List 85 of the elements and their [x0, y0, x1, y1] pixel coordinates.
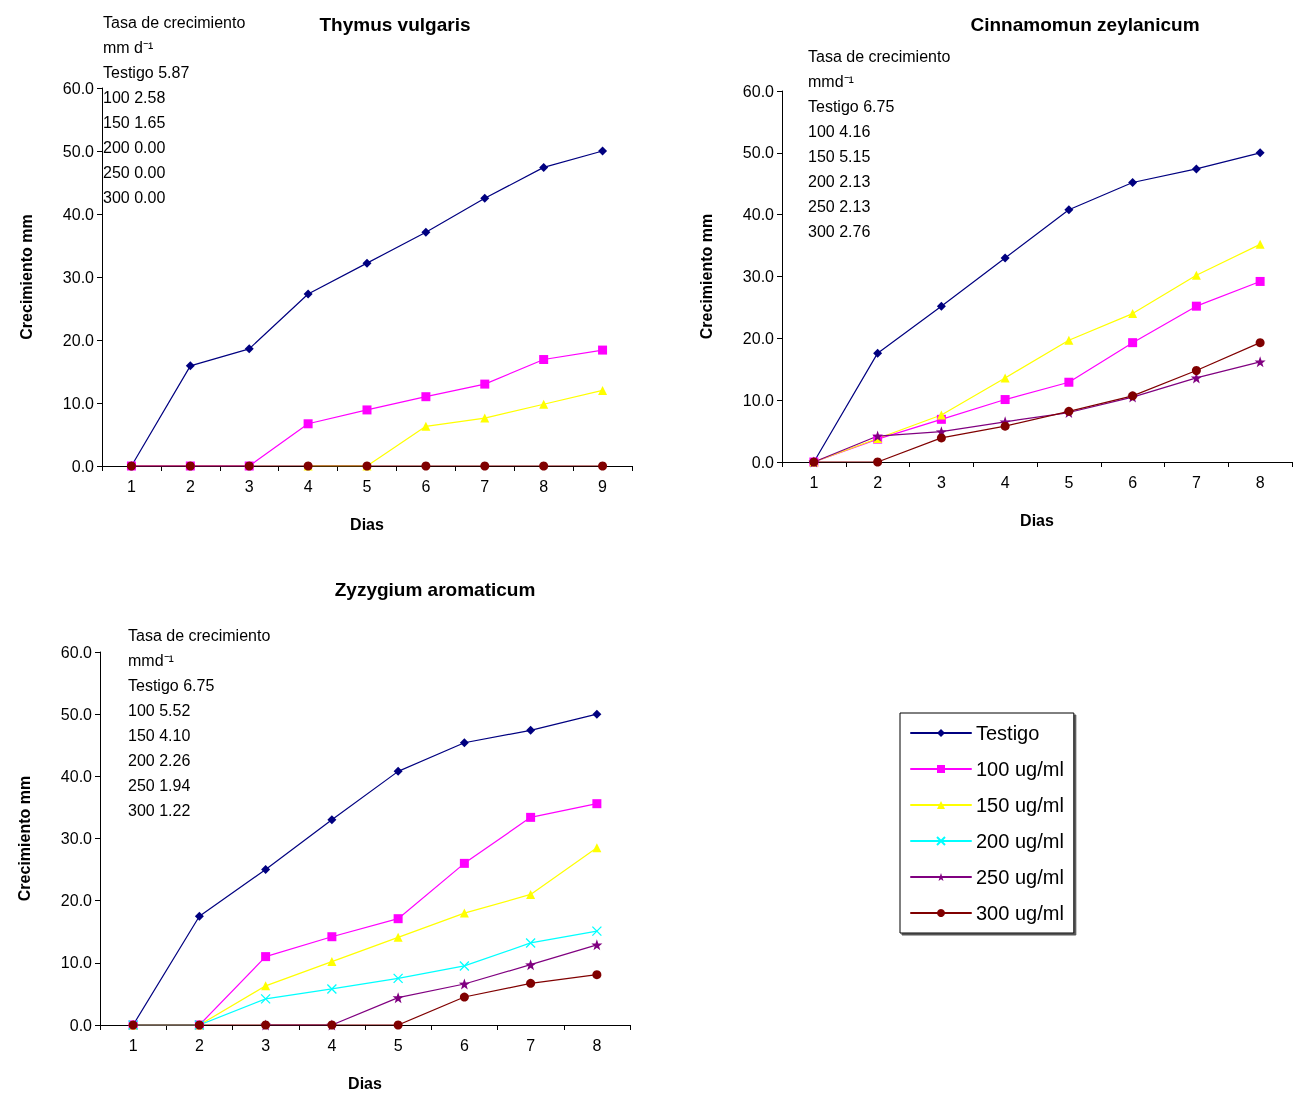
x-tick-label: 1: [126, 477, 136, 495]
annotation: Testigo 6.75: [808, 97, 895, 115]
annotation: mmd⁻¹: [128, 651, 174, 669]
x-tick-label: 6: [459, 1036, 469, 1054]
y-tick-label: 30.0: [60, 830, 93, 847]
x-tick-label: 2: [873, 473, 883, 491]
y-tick-label: 40.0: [62, 205, 95, 223]
x-tick-label: 1: [809, 473, 819, 491]
legend-label: 150 ug/ml: [976, 794, 1064, 816]
annotation: Testigo 6.75: [128, 676, 215, 694]
y-tick-label: 40.0: [60, 767, 93, 785]
y-tick-label: 0.0: [69, 1016, 93, 1034]
y-tick-label: 30.0: [742, 268, 775, 285]
y-tick-label: 10.0: [62, 394, 95, 412]
legend-label: 100 ug/ml: [976, 758, 1064, 780]
x-tick-label: 7: [1191, 473, 1201, 491]
legend-label: 300 ug/ml: [976, 902, 1064, 924]
x-tick-label: 8: [539, 477, 549, 495]
legend-label: 200 ug/ml: [976, 830, 1064, 852]
y-tick-label: 20.0: [62, 331, 95, 349]
text: Tasa de crecimiento: [128, 626, 271, 644]
annotation: 250 2.13: [808, 197, 871, 215]
annotation: 150 4.10: [128, 726, 191, 744]
y-tick-label: 0.0: [71, 457, 95, 475]
y-axis-title: Crecimiento mm: [15, 775, 33, 902]
chart-title: Zyzygium aromaticum: [334, 579, 536, 600]
x-tick-label: 5: [1064, 473, 1074, 491]
x-axis-title: Dias: [350, 515, 384, 533]
x-tick-label: 6: [421, 477, 431, 495]
y-tick-label: 10.0: [742, 391, 775, 409]
legend-label: Testigo: [976, 722, 1040, 744]
y-tick-label: 60.0: [60, 643, 93, 661]
x-tick-label: 8: [592, 1036, 602, 1054]
y-tick-label: 50.0: [62, 142, 95, 160]
text: mm d⁻¹: [103, 38, 154, 56]
annotation: 150 1.65: [103, 113, 166, 131]
x-tick-label: 6: [1128, 473, 1138, 491]
x-tick-label: 3: [244, 477, 254, 495]
y-tick-label: 60.0: [62, 79, 95, 97]
y-tick-label: 20.0: [60, 892, 93, 910]
text: mmd⁻¹: [808, 72, 854, 90]
text: Testigo 5.87: [103, 63, 190, 81]
x-tick-label: 4: [1000, 473, 1010, 491]
x-tick-label: 2: [185, 477, 195, 495]
annotation: 150 5.15: [808, 147, 871, 165]
annotation: 200 2.13: [808, 172, 871, 190]
annotation: 100 2.58: [103, 88, 166, 106]
x-tick-label: 4: [327, 1036, 337, 1054]
annotation: 300 0.00: [103, 188, 166, 206]
chart-title: Cinnamomun zeylanicum: [970, 14, 1200, 35]
annotation: 250 1.94: [128, 776, 191, 794]
y-tick-label: 50.0: [60, 705, 93, 723]
x-tick-label: 3: [261, 1036, 271, 1054]
legend-label: 250 ug/ml: [976, 866, 1064, 888]
x-axis-title: Dias: [1020, 511, 1054, 529]
x-tick-label: 8: [1255, 473, 1265, 491]
annotation: 100 5.52: [128, 701, 191, 719]
annotation: 250 0.00: [103, 163, 166, 181]
text: Tasa de crecimiento: [103, 13, 246, 31]
text: Tasa de crecimiento: [808, 47, 951, 65]
y-tick-label: 40.0: [742, 206, 775, 224]
annotation: 300 2.76: [808, 222, 871, 240]
y-tick-label: 50.0: [742, 144, 775, 162]
chart-title: Thymus vulgaris: [319, 14, 471, 35]
x-tick-label: 9: [598, 477, 608, 495]
x-tick-label: 3: [936, 473, 946, 491]
annotation: 300 1.22: [128, 801, 191, 819]
y-tick-label: 0.0: [751, 453, 775, 471]
x-tick-label: 1: [128, 1036, 138, 1054]
y-tick-label: 10.0: [60, 954, 93, 972]
x-tick-label: 5: [393, 1036, 403, 1054]
x-tick-label: 4: [303, 477, 313, 495]
x-tick-label: 7: [480, 477, 490, 495]
x-tick-label: 2: [194, 1036, 204, 1054]
annotation: 200 0.00: [103, 138, 166, 156]
y-axis-title: Crecimiento mm: [17, 214, 35, 340]
x-tick-label: 7: [526, 1036, 536, 1054]
x-axis-title: Dias: [348, 1074, 382, 1092]
annotation: 200 2.26: [128, 751, 191, 769]
y-tick-label: 30.0: [62, 268, 95, 286]
y-axis-title: Crecimiento mm: [697, 213, 715, 340]
x-tick-label: 5: [362, 477, 372, 495]
y-tick-label: 20.0: [742, 329, 775, 347]
y-tick-label: 60.0: [742, 82, 775, 100]
annotation: 100 4.16: [808, 122, 871, 140]
